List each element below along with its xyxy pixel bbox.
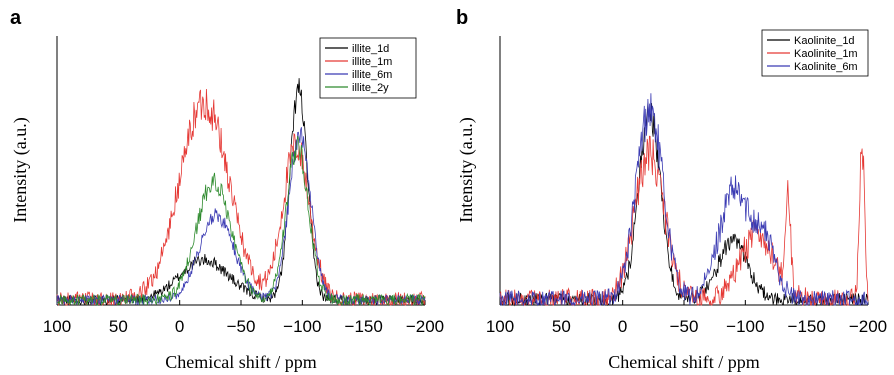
legend-label: Kaolinite_1d xyxy=(794,35,855,47)
panel-b-xlabel: Chemical shift / ppm xyxy=(608,352,759,372)
legend-label: illite_1d xyxy=(352,43,389,55)
panel-b: b Intensity (a.u.) Chemical shift / ppm … xyxy=(456,7,887,372)
legend-label: Kaolinite_6m xyxy=(794,61,858,73)
series-line-2 xyxy=(499,93,869,307)
x-tick-label: −150 xyxy=(788,317,826,336)
panel-a-ylabel: Intensity (a.u.) xyxy=(10,117,31,222)
x-tick-label: −200 xyxy=(849,317,887,336)
series-line-1 xyxy=(499,135,869,306)
x-tick-label: −50 xyxy=(227,317,256,336)
panel-a-xlabel: Chemical shift / ppm xyxy=(165,352,316,372)
panel-b-plot-area: 100 50 0 −50 −100 −150 −200Kaolinite_1dKaolini… xyxy=(486,29,887,336)
x-tick-label: 0 xyxy=(618,317,627,336)
x-tick-label: −150 xyxy=(345,317,383,336)
panel-a-plot-area: 100 50 0 −50 −100 −150 −200illite_1dillite_1mi… xyxy=(43,36,444,336)
x-tick-label: 100 xyxy=(43,317,71,336)
x-tick-label: 50 xyxy=(552,317,571,336)
series-line-2 xyxy=(56,127,426,306)
legend-label: Kaolinite_1m xyxy=(794,48,858,60)
series-line-0 xyxy=(499,102,869,307)
x-tick-label: −100 xyxy=(283,317,321,336)
x-tick-label: −200 xyxy=(406,317,444,336)
x-tick-label: −100 xyxy=(726,317,764,336)
legend-label: illite_2y xyxy=(352,82,389,94)
series-line-1 xyxy=(56,88,426,307)
x-tick-label: −50 xyxy=(670,317,699,336)
panel-b-ylabel: Intensity (a.u.) xyxy=(456,117,477,222)
panel-a: a Intensity (a.u.) Chemical shift / ppm … xyxy=(10,7,444,372)
x-tick-label: 100 xyxy=(486,317,514,336)
x-tick-label: 50 xyxy=(109,317,128,336)
panel-a-letter: a xyxy=(10,7,22,29)
legend-label: illite_1m xyxy=(352,56,392,68)
legend-label: illite_6m xyxy=(352,69,392,81)
x-tick-label: 0 xyxy=(175,317,184,336)
series-line-3 xyxy=(56,135,426,307)
panel-b-letter: b xyxy=(456,7,468,29)
